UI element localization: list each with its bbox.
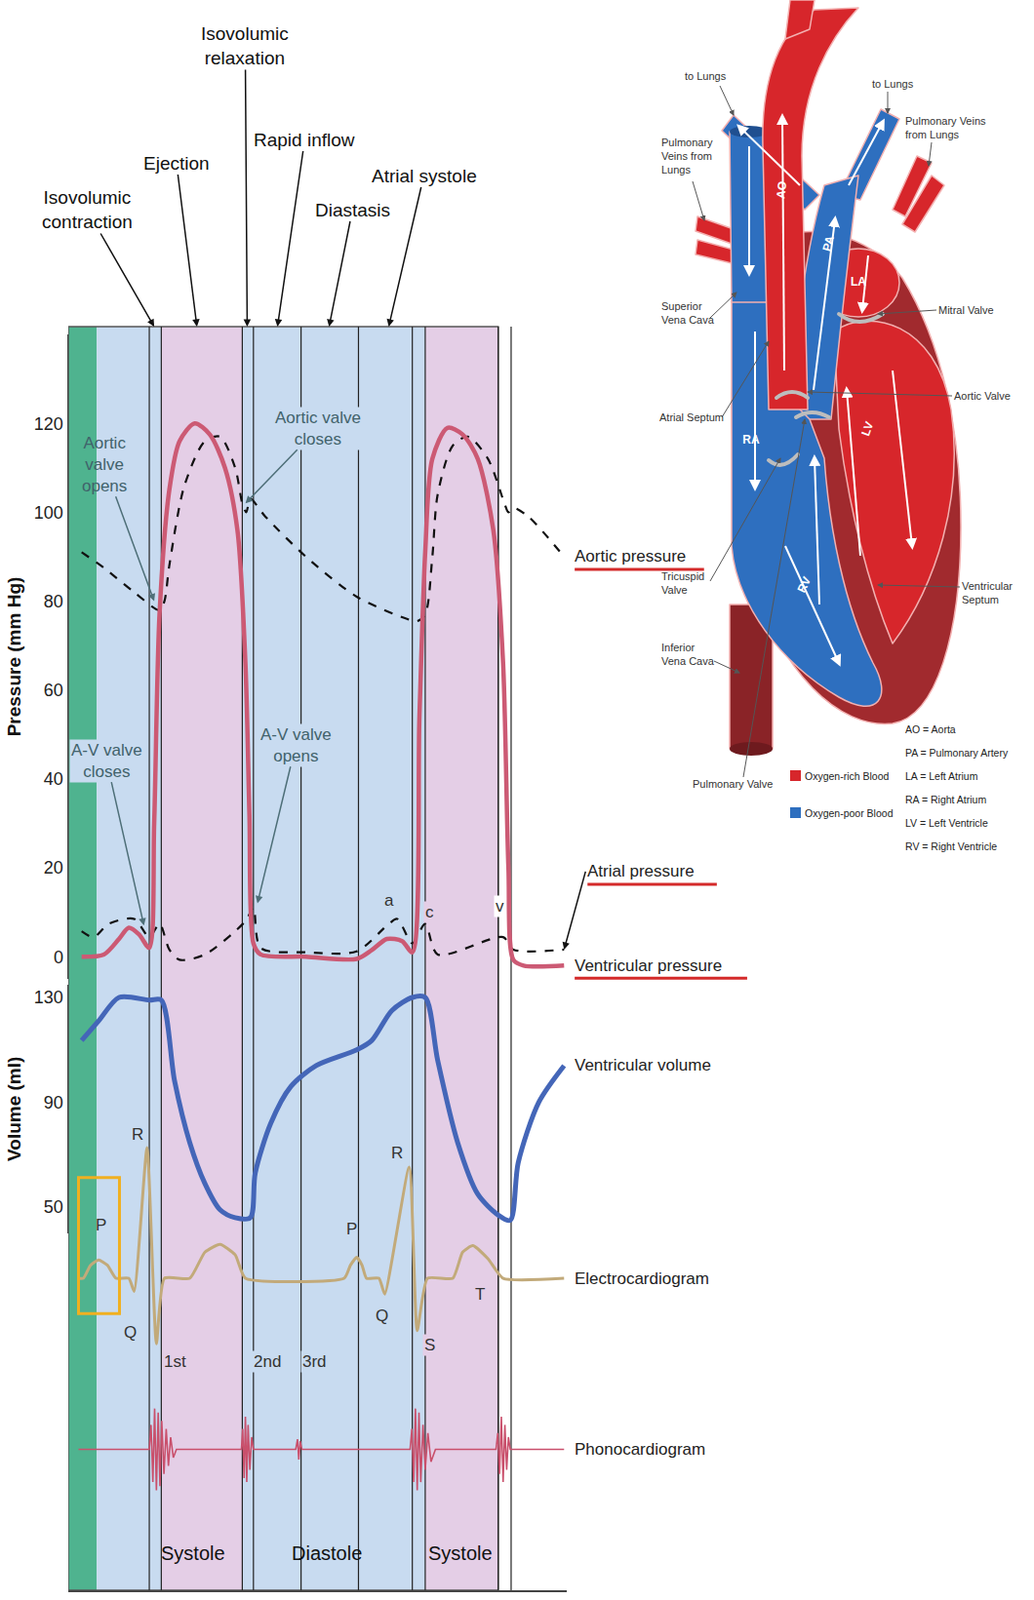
svg-text:Systole: Systole <box>160 1543 226 1565</box>
svg-text:a: a <box>384 891 395 911</box>
svg-text:2nd: 2nd <box>253 1352 281 1372</box>
svg-text:LV = Left Ventricle: LV = Left Ventricle <box>905 817 989 830</box>
svg-text:Volume (ml): Volume (ml) <box>3 1057 25 1162</box>
svg-text:60: 60 <box>43 680 64 701</box>
svg-text:Ventricular volume: Ventricular volume <box>574 1056 712 1075</box>
svg-text:Atrial pressure: Atrial pressure <box>587 862 695 881</box>
svg-text:130: 130 <box>34 988 64 1008</box>
svg-text:AO: AO <box>773 180 790 200</box>
svg-text:to Lungs: to Lungs <box>872 78 915 90</box>
svg-text:Ventricular pressure: Ventricular pressure <box>574 956 722 976</box>
svg-text:TricuspidValve: TricuspidValve <box>661 570 705 597</box>
svg-text:Aortic valvecloses: Aortic valvecloses <box>275 408 361 449</box>
svg-text:PulmonaryVeins fromLungs: PulmonaryVeins fromLungs <box>661 136 714 176</box>
svg-text:LA = Left Atrium: LA = Left Atrium <box>905 770 979 783</box>
svg-text:c: c <box>425 903 435 922</box>
svg-text:Atrial systole: Atrial systole <box>371 165 478 187</box>
svg-text:RA: RA <box>742 433 760 447</box>
svg-text:Rapid inflow: Rapid inflow <box>253 129 356 151</box>
svg-text:50: 50 <box>43 1197 64 1218</box>
svg-text:Q: Q <box>123 1323 137 1343</box>
svg-text:Oxygen-rich Blood: Oxygen-rich Blood <box>804 770 890 783</box>
svg-text:3rd: 3rd <box>302 1352 327 1372</box>
svg-text:80: 80 <box>43 592 64 612</box>
svg-text:R: R <box>131 1125 144 1145</box>
svg-text:InferiorVena Cava: InferiorVena Cava <box>661 641 716 668</box>
svg-text:A-V valveopens: A-V valveopens <box>260 725 332 766</box>
svg-text:LA: LA <box>850 275 867 289</box>
svg-text:1st: 1st <box>163 1352 187 1372</box>
svg-text:SuperiorVena Cava: SuperiorVena Cava <box>661 300 716 326</box>
svg-text:AO = Aorta: AO = Aorta <box>905 723 956 736</box>
svg-text:Ejection: Ejection <box>143 153 210 174</box>
svg-text:Phonocardiogram: Phonocardiogram <box>574 1440 706 1460</box>
svg-text:Oxygen-poor Blood: Oxygen-poor Blood <box>804 807 894 820</box>
svg-text:RA = Right Atrium: RA = Right Atrium <box>905 794 987 806</box>
svg-text:P: P <box>95 1216 107 1235</box>
svg-text:RV = Right Ventricle: RV = Right Ventricle <box>905 840 997 853</box>
svg-text:Q: Q <box>375 1307 389 1326</box>
svg-text:120: 120 <box>34 414 64 435</box>
svg-text:R: R <box>391 1144 403 1163</box>
svg-text:Electrocardiogram: Electrocardiogram <box>574 1270 710 1289</box>
svg-text:Mitral Valve: Mitral Valve <box>938 304 995 317</box>
svg-text:Aorticvalveopens: Aorticvalveopens <box>81 434 127 496</box>
svg-text:Diastasis: Diastasis <box>315 199 391 221</box>
svg-text:A-V valvecloses: A-V valvecloses <box>71 741 143 782</box>
svg-text:100: 100 <box>34 503 64 523</box>
svg-text:Systole: Systole <box>428 1543 493 1565</box>
svg-text:Pressure (mm Hg): Pressure (mm Hg) <box>3 577 25 738</box>
svg-text:RV: RV <box>794 574 814 596</box>
svg-text:Isovolumiccontraction: Isovolumiccontraction <box>41 187 133 233</box>
svg-text:LV: LV <box>858 420 876 438</box>
svg-text:Pulmonary Valve: Pulmonary Valve <box>692 778 773 791</box>
svg-text:VentricularSeptum: VentricularSeptum <box>961 580 1013 606</box>
svg-text:Diastole: Diastole <box>291 1543 362 1565</box>
svg-text:S: S <box>424 1336 436 1355</box>
svg-text:40: 40 <box>43 769 64 790</box>
svg-text:Atrial Septum: Atrial Septum <box>659 411 724 424</box>
svg-text:90: 90 <box>43 1093 64 1114</box>
svg-text:PA = Pulmonary Artery: PA = Pulmonary Artery <box>905 747 1009 759</box>
svg-text:20: 20 <box>43 858 64 878</box>
svg-text:to Lungs: to Lungs <box>684 70 727 82</box>
svg-text:P: P <box>346 1220 358 1239</box>
svg-text:Pulmonary Veinsfrom Lungs: Pulmonary Veinsfrom Lungs <box>905 115 987 141</box>
svg-text:Aortic Valve: Aortic Valve <box>954 390 1011 402</box>
svg-text:0: 0 <box>53 948 64 968</box>
svg-text:T: T <box>475 1285 485 1305</box>
svg-text:PA: PA <box>819 234 837 253</box>
svg-text:Isovolumicrelaxation: Isovolumicrelaxation <box>200 23 289 69</box>
svg-text:Aortic pressure: Aortic pressure <box>574 547 686 566</box>
svg-text:v: v <box>495 897 505 916</box>
